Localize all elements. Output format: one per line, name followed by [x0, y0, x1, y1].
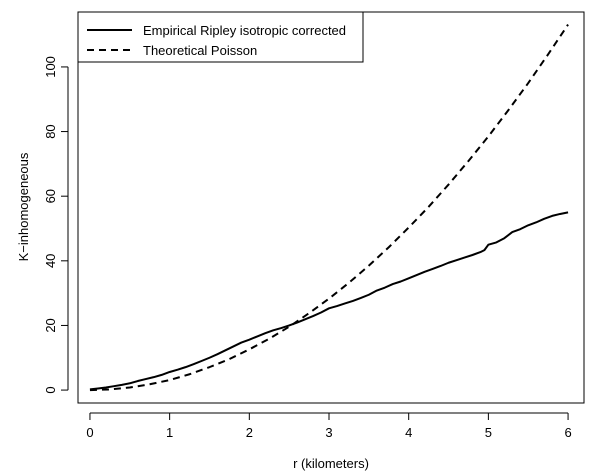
y-tick-label: 0	[43, 386, 58, 393]
y-tick-label: 40	[43, 254, 58, 268]
legend-box	[77, 11, 364, 63]
x-axis-title: r (kilometers)	[293, 456, 369, 471]
series-line-empirical	[89, 211, 569, 391]
y-axis-title: K−inhomogeneous	[16, 152, 31, 261]
x-axis: 0 1 2 3 4 5 6	[86, 412, 572, 440]
y-tick-label: 20	[43, 318, 58, 332]
x-tick-label: 1	[166, 425, 173, 440]
x-tick-label: 5	[485, 425, 492, 440]
x-tick-label: 0	[86, 425, 93, 440]
x-tick-label: 3	[325, 425, 332, 440]
series-layer	[89, 24, 569, 392]
x-tick-label: 6	[564, 425, 571, 440]
series-line-theoretical	[89, 24, 569, 392]
legend-label-theoretical: Theoretical Poisson	[143, 43, 257, 58]
y-tick-label: 60	[43, 189, 58, 203]
legend-label-empirical: Empirical Ripley isotropic corrected	[143, 23, 346, 38]
y-axis: 0 20 40 60 80 100	[43, 56, 69, 394]
x-tick-label: 2	[246, 425, 253, 440]
x-tick-label: 4	[405, 425, 412, 440]
plot-frame	[77, 11, 585, 404]
legend: Empirical Ripley isotropic corrected The…	[77, 11, 364, 63]
y-tick-label: 100	[43, 56, 58, 78]
y-tick-label: 80	[43, 124, 58, 138]
